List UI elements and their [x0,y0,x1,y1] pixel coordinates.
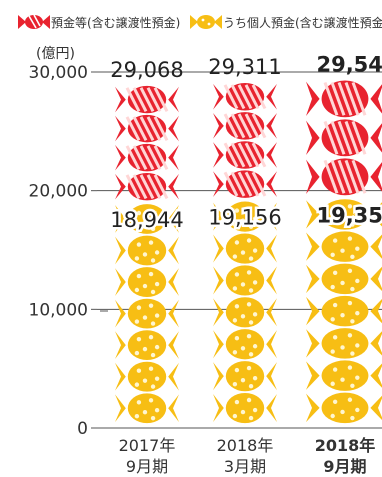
yellow-candy-mark [213,361,277,392]
category-label-year: 2017年 [119,436,176,455]
category-label-year: 2018年 [315,436,376,455]
yellow-candy-mark [213,265,277,296]
yellow-candy-mark [115,235,179,266]
yellow-candy-mark [115,267,179,297]
y-tick-label: 20,000 [29,182,88,202]
legend-label-personal-deposits: うち個人預金(含む譲渡性預金) [223,15,382,30]
y-tick-label: 0 [77,419,88,439]
personal-value-label: 19,156 [208,206,281,230]
chart-labels: 29,068 18,944 2017年 9月期 29,311 19,156 2018年 3月期… [100,52,382,476]
y-tick-label: 10,000 [29,300,88,320]
legend-yellow-candy-icon [190,15,222,29]
red-candy-mark [213,170,277,198]
yellow-candy-mark [115,393,179,424]
yellow-candy-mark [115,361,179,392]
chart-marks [115,80,382,424]
legend: 預金等(含む譲渡性預金) うち個人預金(含む譲渡性預金) [18,14,382,30]
yellow-candy-mark [115,330,179,361]
total-value-label: 29,068 [110,58,183,82]
personal-value-label: 18,944 [110,208,183,232]
category-label-period: 9月期 [323,457,366,476]
red-candy-mark [115,143,179,172]
category-label-period: 9月期 [126,457,168,476]
yellow-candy-mark [115,204,179,234]
yellow-candy-mark [115,298,179,329]
red-candy-mark [306,119,382,157]
red-candy-mark [213,112,277,140]
yellow-candy-mark [213,329,277,360]
yellow-candy-mark [306,199,382,230]
yellow-candy-mark [213,297,277,328]
yellow-candy-mark [213,392,277,424]
legend-label-deposits: 預金等(含む譲渡性預金) [51,15,180,30]
red-candy-mark [306,80,382,118]
legend-red-candy-icon [18,14,50,29]
red-candy-mark [115,114,179,143]
category-label-year: 2018年 [217,436,274,455]
yellow-candy-mark [306,295,382,327]
y-axis-unit-label: (億円) [36,46,75,62]
total-value-label: 29,546 [316,52,382,76]
personal-value-label: 19,356 [316,203,382,227]
yellow-candy-mark [213,233,277,264]
yellow-candy-mark [306,263,382,295]
red-candy-mark [306,158,382,196]
category-label-period: 3月期 [224,457,266,476]
yellow-candy-mark [306,360,382,391]
red-candy-mark [213,82,277,111]
yellow-candy-mark [306,231,382,262]
yellow-candy-mark [306,392,382,424]
red-candy-mark [115,172,179,201]
total-value-label: 29,311 [208,55,281,79]
yellow-candy-mark [306,328,382,359]
yellow-candy-mark [213,201,277,232]
red-candy-mark [115,85,179,114]
red-candy-mark [213,141,277,169]
y-tick-label: 30,000 [29,63,88,83]
